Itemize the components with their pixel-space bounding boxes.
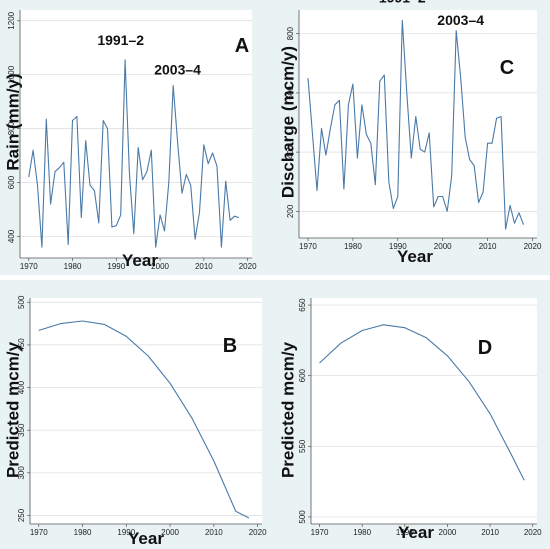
y-tick-label: 650: [298, 298, 307, 312]
y-tick-label: 1000: [7, 65, 16, 83]
y-tick-label: 400: [17, 380, 26, 394]
x-tick-label: 2000: [161, 528, 179, 537]
x-tick-label: 1990: [389, 242, 407, 251]
chart-b: 250 300 350 400 450 500 1970 1980 1990 2000 2010 20…: [0, 280, 275, 549]
y-tick-label: 350: [17, 423, 26, 437]
series-line-d: [319, 324, 525, 481]
x-tick-label: 2020: [249, 528, 267, 537]
panel-letter-c: C: [500, 57, 514, 79]
y-tick-label: 400: [286, 145, 295, 159]
series-line-c: [307, 19, 525, 230]
panel-c: 200 400 600 800 1970 1980 1990 2000 2010 2020 1991…: [275, 0, 550, 275]
panel-b: 250 300 350 400 450 500 1970 1980 1990 2000 2010 20…: [0, 280, 275, 549]
series-line-a: [28, 59, 240, 248]
x-tick-label: 1980: [344, 242, 362, 251]
y-tick-label: 400: [7, 229, 16, 243]
x-axis-label: Year: [398, 523, 434, 542]
x-tick-label: 2010: [481, 528, 499, 537]
y-tick-label: 250: [17, 508, 26, 522]
y-axis-label: Discharge (mcm/y): [278, 46, 297, 198]
y-tick-label: 500: [17, 295, 26, 309]
x-tick-label: 1970: [20, 262, 38, 271]
y-tick-label: 600: [7, 175, 16, 189]
x-tick-label: 2020: [524, 242, 542, 251]
x-tick-label: 2020: [524, 528, 542, 537]
y-tick-label: 200: [286, 204, 295, 218]
y-tick-label: 450: [17, 338, 26, 352]
annotation-label: 1991–2: [97, 32, 144, 48]
annotation-label: 2003–4: [437, 12, 484, 28]
x-tick-label: 1980: [353, 528, 371, 537]
chart-c: 200 400 600 800 1970 1980 1990 2000 2010 2020 1991…: [275, 0, 550, 275]
y-tick-label: 800: [286, 26, 295, 40]
panel-a: 400 600 800 1000 1200 1970 1980 1990 2000 2010 202…: [0, 0, 275, 275]
x-tick-label: 1970: [299, 242, 317, 251]
plot-area-b: [30, 298, 262, 524]
x-tick-label: 1980: [64, 262, 82, 271]
x-tick-label: 1990: [107, 262, 125, 271]
plot-area-d: [311, 298, 537, 524]
annotation-label: 2003–4: [154, 62, 201, 78]
x-axis-label: Year: [122, 251, 158, 270]
x-tick-label: 2000: [439, 528, 457, 537]
y-tick-label: 1200: [7, 11, 16, 29]
panel-letter-b: B: [223, 335, 237, 357]
x-tick-label: 2010: [479, 242, 497, 251]
annotation-label: 1991–2: [379, 0, 426, 6]
y-tick-label: 500: [298, 510, 307, 524]
x-tick-label: 1980: [74, 528, 92, 537]
y-tick-label: 550: [298, 439, 307, 453]
x-axis-label: Year: [397, 247, 433, 266]
x-tick-label: 1990: [117, 528, 135, 537]
y-tick-label: 800: [7, 121, 16, 135]
chart-a: 400 600 800 1000 1200 1970 1980 1990 2000 2010 202…: [0, 0, 275, 275]
y-axis-label: Predicted mcm/y: [278, 341, 297, 478]
y-tick-label: 300: [17, 466, 26, 480]
plot-area-c: [299, 10, 537, 238]
y-tick-label: 600: [298, 368, 307, 382]
x-tick-label: 1990: [396, 528, 414, 537]
panel-d: 500 550 600 650 1970 1980 1990 2000 2010 2020 D Pre…: [275, 280, 550, 549]
series-line-b: [38, 320, 250, 519]
x-axis-label: Year: [128, 529, 164, 548]
plot-area-a: [20, 10, 252, 258]
y-axis-label: Predicted mcm/y: [3, 341, 22, 478]
panel-letter-d: D: [478, 337, 492, 359]
y-axis-label: Rain (mm/y): [3, 73, 22, 170]
x-tick-label: 2010: [205, 528, 223, 537]
x-tick-label: 2000: [151, 262, 169, 271]
x-tick-label: 2010: [195, 262, 213, 271]
x-tick-label: 1970: [30, 528, 48, 537]
x-tick-label: 1970: [311, 528, 329, 537]
x-tick-label: 2000: [434, 242, 452, 251]
x-tick-label: 2020: [239, 262, 257, 271]
chart-d: 500 550 600 650 1970 1980 1990 2000 2010 2020 D Pre…: [275, 280, 550, 549]
y-tick-label: 600: [286, 86, 295, 100]
panel-letter-a: A: [235, 35, 249, 57]
